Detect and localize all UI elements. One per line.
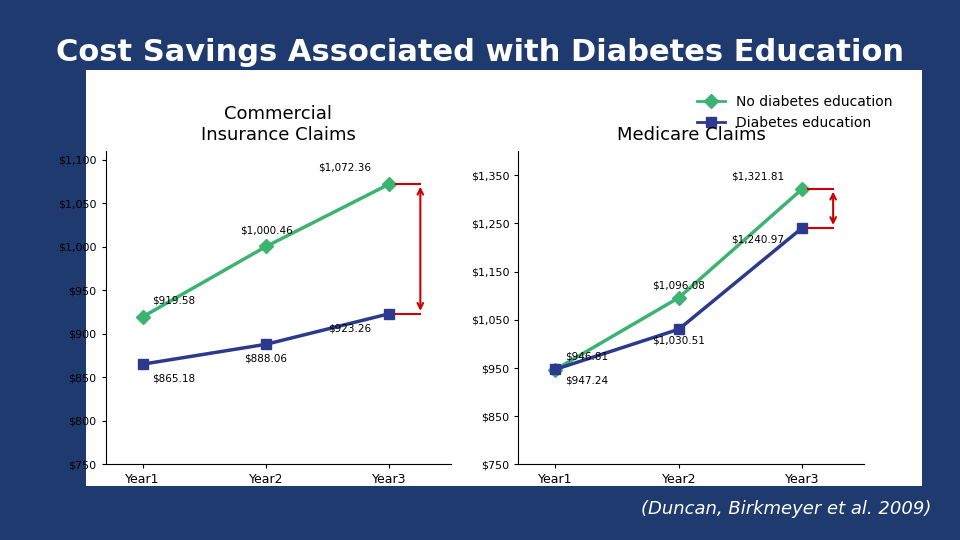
Text: $1,096.08: $1,096.08 — [653, 280, 706, 290]
Text: (Duncan, Birkmeyer et al. 2009): (Duncan, Birkmeyer et al. 2009) — [641, 501, 931, 518]
Text: $919.58: $919.58 — [153, 296, 196, 306]
Text: Cost Savings Associated with Diabetes Education: Cost Savings Associated with Diabetes Ed… — [56, 38, 904, 67]
Title: Medicare Claims: Medicare Claims — [616, 126, 766, 144]
Text: $946.81: $946.81 — [565, 352, 609, 362]
Text: $888.06: $888.06 — [245, 354, 288, 363]
Legend: No diabetes education, Diabetes education: No diabetes education, Diabetes educatio… — [691, 90, 898, 136]
Text: $947.24: $947.24 — [565, 376, 609, 386]
Text: $1,240.97: $1,240.97 — [731, 234, 783, 244]
Text: $923.26: $923.26 — [328, 323, 371, 333]
Title: Commercial
Insurance Claims: Commercial Insurance Claims — [201, 105, 356, 144]
Text: $865.18: $865.18 — [153, 374, 196, 383]
Text: $1,321.81: $1,321.81 — [731, 171, 783, 181]
Text: $1,072.36: $1,072.36 — [318, 163, 371, 173]
Text: $1,000.46: $1,000.46 — [240, 225, 293, 235]
Text: $1,030.51: $1,030.51 — [653, 336, 706, 346]
